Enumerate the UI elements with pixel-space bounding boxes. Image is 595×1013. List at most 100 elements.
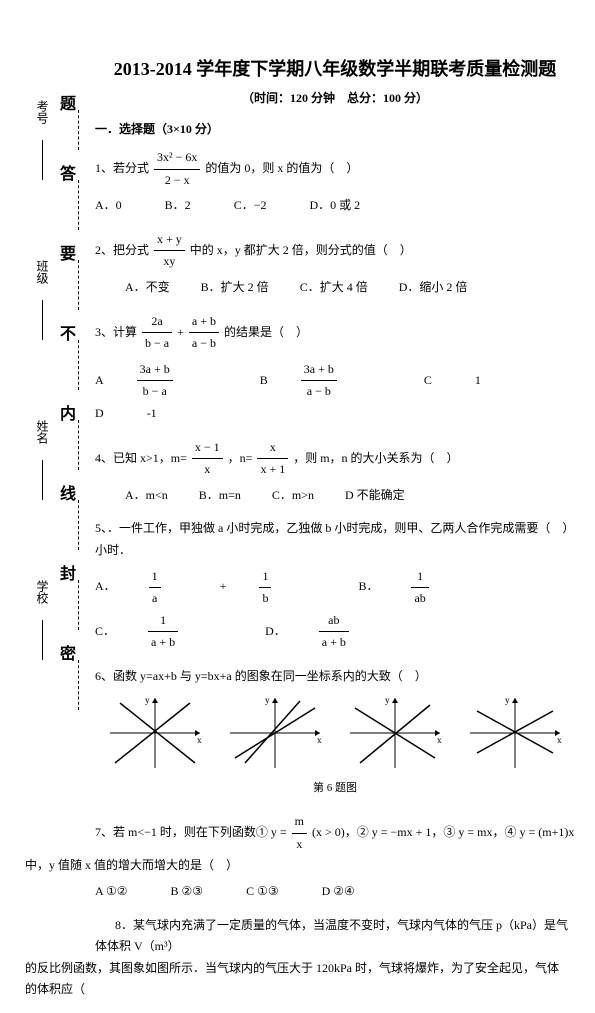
binding-column: 考号 班级 姓名 学校 题 答 要 不 内 线 封 密 xyxy=(30,60,90,760)
q7-opt-c: C ①③ xyxy=(246,881,279,903)
frac-num: 3a + b xyxy=(137,359,173,382)
opt-label: D xyxy=(95,403,104,425)
frac-num: x + y xyxy=(154,229,185,252)
frac-num: x xyxy=(257,437,288,460)
side-char: 答 xyxy=(60,160,76,184)
q3-f2: a + b a − b xyxy=(189,311,219,355)
q2-opt-d: D．缩小 2 倍 xyxy=(399,277,468,299)
q1-opt-d: D．0 或 2 xyxy=(309,195,360,217)
q5-opt-b: B． 1ab xyxy=(358,566,484,610)
frac-den: a + b xyxy=(319,632,349,654)
svg-text:y: y xyxy=(505,695,510,705)
plus-sign: + xyxy=(220,576,227,598)
q7-stem2: 中，y 值随 x 值的增大而增大的是（ ） xyxy=(25,855,575,877)
opt-label: A xyxy=(95,370,104,392)
q5-opt-a: A． 1a + 1b xyxy=(95,566,327,610)
q8-line3: 的体积应（ xyxy=(25,979,575,1001)
frac-den: x + 1 xyxy=(257,459,288,481)
q8-line1: 8．某气球内充满了一定质量的气体，当温度不变时，气球内气体的气压 p（kPa）是… xyxy=(95,915,575,958)
plus-sign: + xyxy=(177,324,184,338)
q1-options: A．0 B．2 C．−2 D．0 或 2 xyxy=(95,195,575,217)
dash-line xyxy=(78,660,79,710)
question-3: 3、计算 2a b − a + a + b a − b 的结果是（ ） A 3a… xyxy=(95,311,575,425)
frac-num: x − 1 xyxy=(192,437,223,460)
frac-num: m xyxy=(292,811,307,834)
frac-den: a − b xyxy=(189,333,219,355)
question-5: 5、．一件工作，甲独做 a 小时完成，乙独做 b 小时完成，则甲、乙两人合作完成… xyxy=(95,518,575,654)
q3-f1: 2a b − a xyxy=(142,311,172,355)
q7-opt-b: B ②③ xyxy=(171,881,204,903)
q1-opt-c: C．−2 xyxy=(234,195,267,217)
exam-title: 2013-2014 学年度下学期八年级数学半期联考质量检测题 xyxy=(95,55,575,81)
side-line xyxy=(42,300,43,340)
dash-line xyxy=(78,110,79,150)
q3-opt-c: C 1 xyxy=(424,370,509,392)
side-char: 线 xyxy=(60,480,76,504)
side-char: 题 xyxy=(60,90,76,114)
graph-c: xy xyxy=(345,693,445,773)
frac-num: 1 xyxy=(259,566,271,589)
q3-opt-b: B 3a + b a − b xyxy=(260,359,393,403)
section-heading: 一．选择题（3×10 分） xyxy=(95,120,575,137)
opt-label: A． xyxy=(95,576,116,598)
frac-num: 3x² − 6x xyxy=(154,147,200,170)
q3-opt-a: A 3a + b b − a xyxy=(95,359,229,403)
side-label-xuexiao: 学校 xyxy=(34,580,51,604)
side-line xyxy=(42,140,43,180)
q1-stem-a: 1、若分式 xyxy=(95,161,149,175)
question-8: 8．某气球内充满了一定质量的气体，当温度不变时，气球内气体的气压 p（kPa）是… xyxy=(95,915,575,1001)
frac-num: a + b xyxy=(189,311,219,334)
q7-options: A ①② B ②③ C ①③ D ②④ xyxy=(95,881,575,903)
frac-den: ab xyxy=(411,588,428,610)
q8-line2: 的反比例函数，其图象如图所示．当气球内的气压大于 120kPa 时，气球将爆炸，… xyxy=(25,958,575,980)
q4-f1: x − 1 x xyxy=(192,437,223,481)
q1-opt-a: A．0 xyxy=(95,195,122,217)
q3-opta-frac: 3a + b b − a xyxy=(137,359,201,403)
q4-stem-b: ，则 m，n 的大小关系为（ ） xyxy=(293,450,458,464)
frac-num: 3a + b xyxy=(301,359,337,382)
q4-options: A．m<n B．m=n C．m>n D 不能确定 xyxy=(95,485,575,507)
q2-options: A．不变 B．扩大 2 倍 C．扩大 4 倍 D．缩小 2 倍 xyxy=(95,277,575,299)
side-label-xingming: 姓名 xyxy=(34,420,51,444)
frac-den: b − a xyxy=(137,381,173,403)
dash-line xyxy=(78,420,79,470)
q7-stem-b: (x > 0)，② y = −mx + 1，③ y = mx，④ y = (m+… xyxy=(312,825,574,839)
q2-opt-a: A．不变 xyxy=(125,277,170,299)
opt-val: 1 xyxy=(475,370,481,392)
q2-fraction: x + y xy xyxy=(154,229,185,273)
exam-page: 考号 班级 姓名 学校 题 答 要 不 内 线 封 密 2013-2014 学年… xyxy=(0,0,595,842)
opt-label: B xyxy=(260,370,268,392)
dash-line xyxy=(78,180,79,230)
svg-text:x: x xyxy=(317,735,322,745)
q4-opt-c: C．m>n xyxy=(272,485,314,507)
frac-num: 1 xyxy=(148,610,178,633)
q1-opt-b: B．2 xyxy=(165,195,191,217)
svg-text:y: y xyxy=(145,695,150,705)
svg-text:x: x xyxy=(197,735,202,745)
svg-text:x: x xyxy=(437,735,442,745)
q2-stem-b: 中的 x，y 都扩大 2 倍，则分式的值（ ） xyxy=(190,243,412,257)
q3-optb-frac: 3a + b a − b xyxy=(301,359,365,403)
q4-f2: x x + 1 xyxy=(257,437,288,481)
dash-line xyxy=(78,260,79,310)
side-char: 封 xyxy=(60,560,76,584)
frac-den: b − a xyxy=(142,333,172,355)
side-line xyxy=(42,460,43,500)
q4-opt-d: D 不能确定 xyxy=(345,485,405,507)
frac-den: a xyxy=(149,588,161,610)
q7-opt-a: A ①② xyxy=(95,881,128,903)
opt-val: -1 xyxy=(147,403,157,425)
dash-line xyxy=(78,580,79,630)
question-4: 4、已知 x>1，m= x − 1 x ，n= x x + 1 ，则 m，n 的… xyxy=(95,437,575,507)
q6-graphs: xy xy xy xyxy=(95,693,575,773)
q4-mid: ，n= xyxy=(228,450,253,464)
question-6: 6、函数 y=ax+b 与 y=bx+a 的图象在同一坐标系内的大致（ ） xy… xyxy=(95,666,575,799)
frac-num: ab xyxy=(319,610,349,633)
q5-options: A． 1a + 1b B． 1ab C． 1a + b D． aba + b xyxy=(95,566,575,654)
side-label-kaohao: 考号 xyxy=(34,100,51,124)
q3-stem-b: 的结果是（ ） xyxy=(224,324,308,338)
q3-options: A 3a + b b − a B 3a + b a − b C 1 xyxy=(95,359,575,425)
frac-den: b xyxy=(259,588,271,610)
q7-frac: m x xyxy=(292,811,307,855)
q2-opt-c: C．扩大 4 倍 xyxy=(300,277,368,299)
